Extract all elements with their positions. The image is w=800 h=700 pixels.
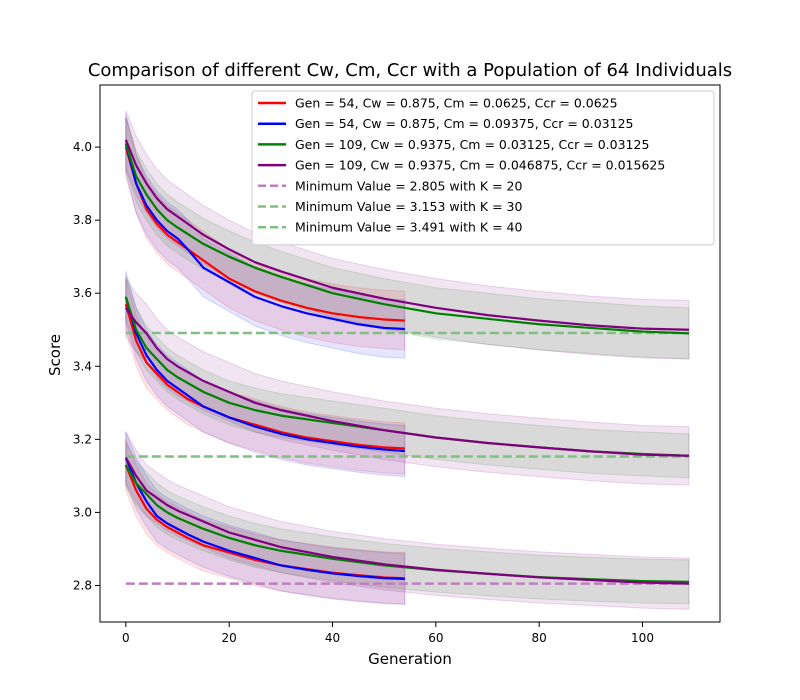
y-tick-label: 2.8 bbox=[73, 578, 92, 592]
series-2-band-k20 bbox=[125, 431, 406, 605]
series-4-line-k20 bbox=[124, 457, 690, 585]
legend-label-2: Gen = 54, Cw = 0.875, Cm = 0.09375, Ccr … bbox=[295, 116, 634, 131]
x-tick-label: 100 bbox=[631, 631, 654, 645]
y-tick-label: 4.0 bbox=[73, 140, 92, 154]
y-tick-label: 3.6 bbox=[73, 286, 92, 300]
y-tick-label: 3.4 bbox=[73, 359, 92, 373]
x-tick-label: 60 bbox=[428, 631, 443, 645]
legend-label-5: Minimum Value = 2.805 with K = 20 bbox=[295, 178, 522, 193]
legend-label-4: Gen = 109, Cw = 0.9375, Cm = 0.046875, C… bbox=[295, 158, 665, 173]
legend: Gen = 54, Cw = 0.875, Cm = 0.0625, Ccr =… bbox=[251, 90, 715, 246]
series-1-band-k40 bbox=[125, 117, 406, 351]
series-1-band-k20 bbox=[125, 439, 406, 605]
x-tick-label: 0 bbox=[122, 631, 130, 645]
x-tick-label: 20 bbox=[222, 631, 237, 645]
plot-area: 0 20 40 60 80 100 2.8 3.0 3.2 3.4 3.6 3.8 4.0 bbox=[73, 84, 721, 645]
series-3-band-k20 bbox=[125, 441, 690, 605]
series-4-band-k20 bbox=[125, 430, 690, 610]
series-1-line-k40 bbox=[124, 146, 405, 322]
legend-label-1: Gen = 54, Cw = 0.875, Cm = 0.0625, Ccr =… bbox=[295, 96, 618, 111]
series-2-line-k40 bbox=[124, 143, 405, 331]
series-4-line-k40 bbox=[124, 139, 690, 331]
series-2-line-k30 bbox=[124, 296, 405, 453]
x-tick-label: 40 bbox=[325, 631, 340, 645]
y-tick-label: 3.0 bbox=[73, 505, 92, 519]
series-2-band-k30 bbox=[125, 271, 406, 478]
legend-box bbox=[251, 90, 715, 246]
legend-label-6: Minimum Value = 3.153 with K = 30 bbox=[295, 199, 522, 214]
legend-label-7: Minimum Value = 3.491 with K = 40 bbox=[295, 220, 522, 235]
series-2-band-k40 bbox=[125, 114, 406, 359]
series-4-line-k30 bbox=[124, 307, 690, 457]
legend-label-3: Gen = 109, Cw = 0.9375, Cm = 0.03125, Cc… bbox=[295, 137, 649, 152]
series-3-band-k40 bbox=[125, 117, 690, 360]
y-tick-label: 3.2 bbox=[73, 432, 92, 446]
x-axis-label: Generation bbox=[368, 650, 452, 668]
chart-title: Comparison of different Cw, Cm, Ccr with… bbox=[88, 60, 732, 81]
y-axis-label: Score bbox=[46, 334, 64, 376]
series-4-band-k40 bbox=[125, 110, 690, 360]
series-3-line-k40 bbox=[124, 143, 690, 335]
series-2-line-k20 bbox=[124, 457, 405, 580]
series-4-band-k30 bbox=[125, 277, 690, 486]
y-tick-label: 3.8 bbox=[73, 213, 92, 227]
x-tick-label: 80 bbox=[532, 631, 547, 645]
axes-frame bbox=[99, 84, 721, 623]
